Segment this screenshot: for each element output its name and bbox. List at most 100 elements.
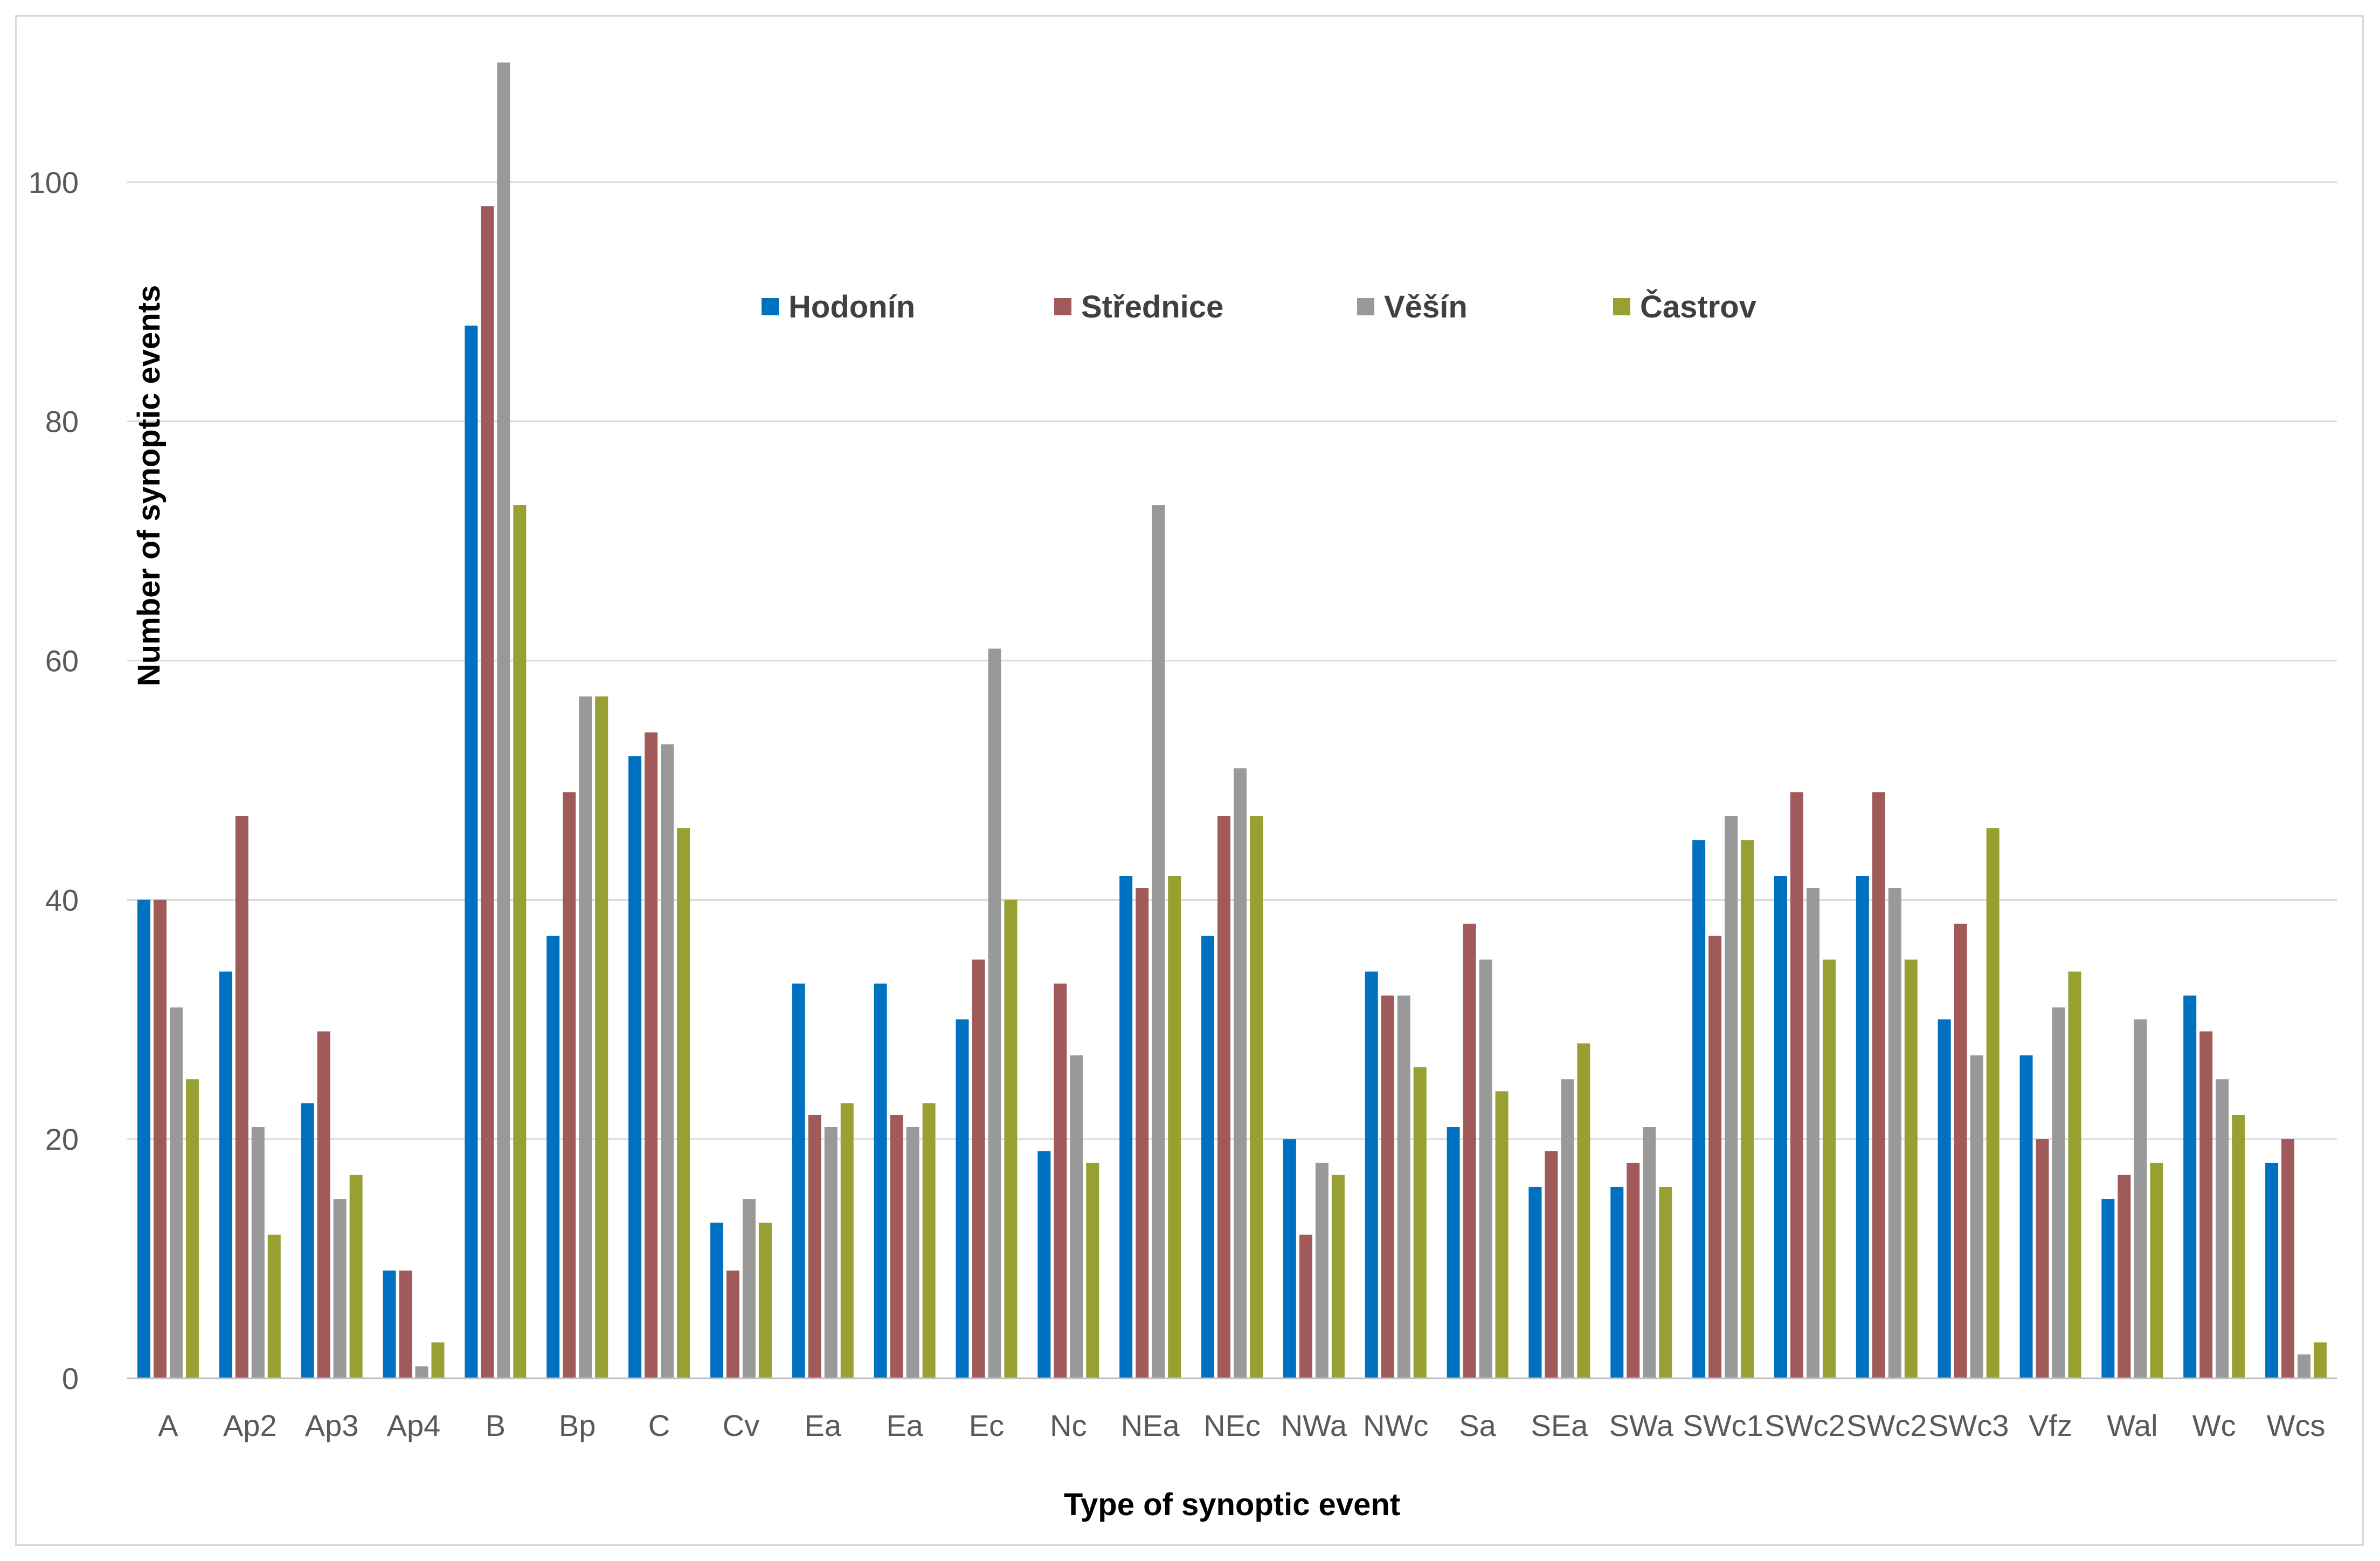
bar <box>661 744 674 1378</box>
bars <box>137 63 2327 1379</box>
bar <box>431 1342 445 1378</box>
bar <box>595 696 608 1378</box>
x-tick-label: SWc3 <box>1928 1408 2009 1442</box>
x-tick-label: Vfz <box>2029 1408 2072 1442</box>
y-tick-label: 20 <box>45 1122 79 1156</box>
y-tick-label: 40 <box>45 883 79 917</box>
bar <box>2298 1354 2311 1378</box>
legend-swatch <box>762 298 779 315</box>
x-tick-label: Ap3 <box>305 1408 359 1442</box>
y-tick-label: 80 <box>45 405 79 439</box>
bar <box>2216 1079 2229 1378</box>
bar <box>1086 1163 1099 1378</box>
bar <box>317 1031 330 1378</box>
bar <box>792 983 805 1378</box>
bar <box>890 1115 903 1378</box>
x-tick-label: Ap4 <box>387 1408 441 1442</box>
bar <box>1708 935 1722 1378</box>
bar <box>1413 1067 1427 1378</box>
bar <box>1479 959 1492 1378</box>
bar <box>465 326 478 1379</box>
bar <box>1561 1079 1574 1378</box>
bar <box>267 1234 281 1378</box>
x-tick-label: SWc1 <box>1683 1408 1763 1442</box>
y-tick-labels: 0 20 40 60 80 100 <box>29 165 79 1396</box>
bar <box>710 1222 723 1378</box>
bar <box>628 756 642 1378</box>
bar <box>808 1115 821 1378</box>
bar <box>1774 875 1787 1378</box>
bar <box>251 1127 265 1378</box>
bar <box>1070 1055 1083 1378</box>
bar <box>1577 1043 1590 1378</box>
bar <box>2052 1007 2065 1378</box>
y-axis-title: Number of synoptic events <box>132 285 167 686</box>
bar <box>1904 959 1918 1378</box>
bar <box>1283 1139 1296 1378</box>
legend-swatch <box>1357 298 1374 315</box>
bar <box>563 792 576 1378</box>
bar <box>1136 888 1149 1378</box>
y-tick-label: 60 <box>45 644 79 678</box>
bar <box>301 1103 314 1378</box>
legend: Hodonín Střednice Věšín Častrov <box>762 289 1756 324</box>
x-tick-label: SEa <box>1531 1408 1588 1442</box>
x-tick-label: Wcs <box>2267 1408 2326 1442</box>
bar <box>2134 1019 2147 1378</box>
bar <box>840 1103 854 1378</box>
bar <box>1119 875 1133 1378</box>
bar <box>2068 971 2081 1378</box>
x-tick-label: SWc2 <box>1765 1408 1845 1442</box>
bar <box>1970 1055 1983 1378</box>
bar <box>349 1175 363 1378</box>
bar <box>906 1127 919 1378</box>
bar <box>137 900 150 1378</box>
bar <box>219 971 232 1378</box>
bar <box>726 1270 739 1378</box>
x-tick-label: NWa <box>1281 1408 1347 1442</box>
bar <box>1872 792 1885 1378</box>
bar <box>1954 923 1967 1378</box>
x-tick-label: Ea <box>804 1408 841 1442</box>
legend-swatch <box>1613 298 1630 315</box>
bar <box>1217 816 1230 1378</box>
bar <box>1725 816 1738 1378</box>
bar <box>1447 1127 1460 1378</box>
bar <box>1299 1234 1312 1378</box>
bar <box>677 828 690 1378</box>
bar <box>742 1199 756 1378</box>
bar <box>1201 935 1214 1378</box>
x-tick-label: NWc <box>1363 1408 1428 1442</box>
legend-label: Hodonín <box>788 289 915 324</box>
bar <box>1495 1091 1509 1378</box>
bar <box>1004 900 1018 1378</box>
bar <box>1315 1163 1329 1378</box>
bar <box>2265 1163 2279 1378</box>
bar <box>383 1270 396 1378</box>
x-tick-label: Ec <box>969 1408 1004 1442</box>
bar <box>169 1007 183 1378</box>
x-tick-label: Wc <box>2192 1408 2236 1442</box>
bar <box>1692 840 1706 1378</box>
bar <box>1741 840 1754 1378</box>
bar <box>1054 983 1067 1378</box>
bar <box>1250 816 1263 1378</box>
bar <box>579 696 592 1378</box>
x-tick-label: Sa <box>1459 1408 1496 1442</box>
bar <box>1856 875 1869 1378</box>
x-tick-label: SWc2 <box>1846 1408 1927 1442</box>
x-tick-label: Wal <box>2107 1408 2157 1442</box>
x-tick-label: C <box>648 1408 670 1442</box>
bar <box>2199 1031 2213 1378</box>
bar <box>1659 1186 1672 1378</box>
legend-label: Častrov <box>1640 289 1756 324</box>
bar <box>1610 1186 1624 1378</box>
bar <box>2036 1139 2049 1378</box>
bar <box>758 1222 772 1378</box>
bar <box>2281 1139 2295 1378</box>
bar <box>546 935 560 1378</box>
bar <box>1938 1019 1951 1378</box>
bar <box>645 732 658 1378</box>
x-axis-title: Type of synoptic event <box>1064 1487 1400 1522</box>
bar <box>1381 995 1394 1378</box>
